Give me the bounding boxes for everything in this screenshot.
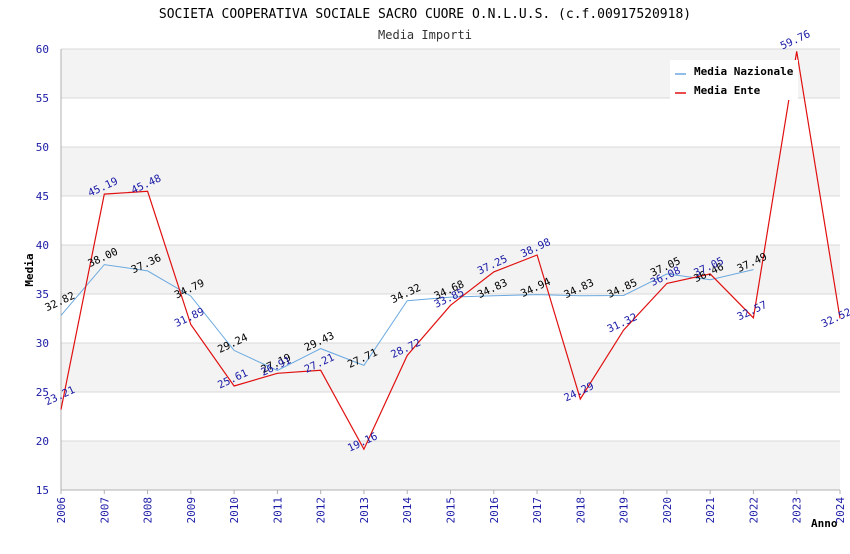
y-tick-label: 55 bbox=[36, 92, 49, 105]
x-tick-label: 2015 bbox=[445, 497, 458, 524]
y-axis-title: Media bbox=[23, 253, 36, 286]
grid-band bbox=[61, 147, 840, 196]
x-tick-label: 2012 bbox=[315, 497, 328, 524]
grid-band bbox=[61, 245, 840, 294]
chart-legend: Media Nazionale Media Ente bbox=[670, 60, 798, 100]
x-axis-title: Anno bbox=[811, 517, 838, 530]
y-tick-label: 15 bbox=[36, 484, 49, 497]
grid-band bbox=[61, 343, 840, 392]
x-tick-label: 2017 bbox=[531, 497, 544, 524]
x-tick-label: 2014 bbox=[401, 497, 414, 524]
legend-background bbox=[670, 60, 798, 100]
x-tick-label: 2006 bbox=[55, 497, 68, 524]
x-tick-label: 2011 bbox=[271, 497, 284, 524]
chart-title: SOCIETA COOPERATIVA SOCIALE SACRO CUORE … bbox=[159, 7, 691, 22]
x-tick-label: 2024 bbox=[834, 497, 847, 524]
x-tick-label: 2023 bbox=[791, 497, 804, 524]
grid-band bbox=[61, 441, 840, 490]
x-tick-label: 2021 bbox=[704, 497, 717, 524]
x-tick-label: 2018 bbox=[574, 497, 587, 524]
x-tick-label: 2009 bbox=[185, 497, 198, 524]
y-tick-label: 50 bbox=[36, 141, 49, 154]
y-tick-label: 60 bbox=[36, 43, 49, 56]
y-tick-label: 45 bbox=[36, 190, 49, 203]
x-tick-label: 2019 bbox=[618, 497, 631, 524]
x-tick-label: 2016 bbox=[488, 497, 501, 524]
series-line-media-ente bbox=[60, 51, 841, 451]
x-tick-label: 2007 bbox=[98, 497, 111, 524]
y-tick-label: 40 bbox=[36, 239, 49, 252]
x-tick-label: 2013 bbox=[358, 497, 371, 524]
y-tick-label: 25 bbox=[36, 386, 49, 399]
x-tick-label: 2008 bbox=[142, 497, 155, 524]
legend-label-ente: Media Ente bbox=[694, 84, 761, 97]
data-label-ente: 31.89 bbox=[173, 306, 207, 330]
x-tick-label: 2010 bbox=[228, 497, 241, 524]
legend-label-nazionale: Media Nazionale bbox=[694, 65, 794, 78]
chart-subtitle: Media Importi bbox=[378, 28, 472, 42]
x-tick-label: 2022 bbox=[747, 497, 760, 524]
y-tick-label: 20 bbox=[36, 435, 49, 448]
x-tick-label: 2020 bbox=[661, 497, 674, 524]
data-label-ente: 32.52 bbox=[820, 306, 850, 330]
data-label-ente: 32.57 bbox=[735, 299, 769, 323]
series-line-media-nazionale bbox=[60, 264, 754, 372]
y-tick-label: 35 bbox=[36, 288, 49, 301]
y-tick-label: 30 bbox=[36, 337, 49, 350]
